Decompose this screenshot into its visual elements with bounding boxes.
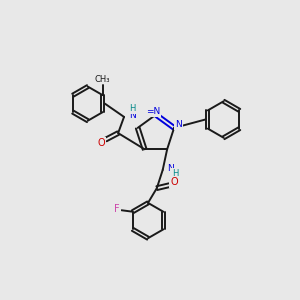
Text: F: F: [114, 204, 120, 214]
Text: H: H: [129, 104, 136, 113]
Text: =N: =N: [146, 106, 160, 116]
Text: N: N: [175, 120, 182, 129]
Text: CH₃: CH₃: [95, 75, 110, 84]
Text: O: O: [98, 138, 105, 148]
Text: N: N: [129, 111, 136, 120]
Text: O: O: [170, 177, 178, 187]
Text: H: H: [172, 169, 178, 178]
Text: N: N: [167, 164, 173, 173]
